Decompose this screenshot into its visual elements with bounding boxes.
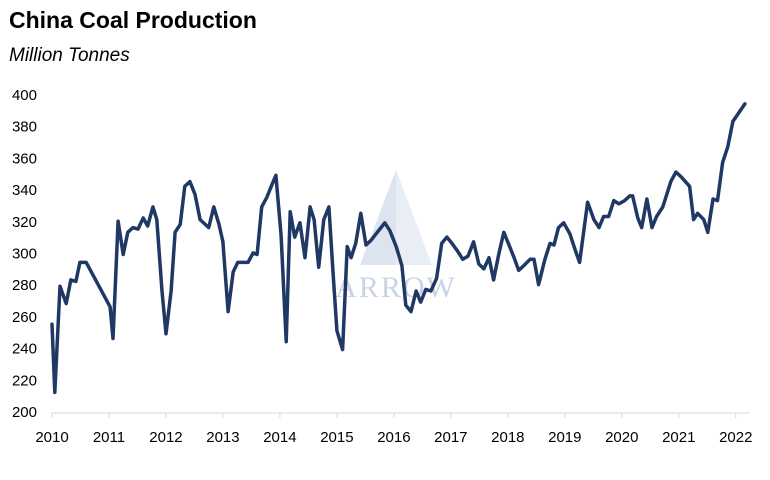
x-tick-label: 2018 <box>491 429 524 446</box>
x-tick-label: 2013 <box>206 429 239 446</box>
x-tick-label: 2014 <box>263 429 296 446</box>
x-tick-label: 2010 <box>35 429 68 446</box>
y-tick-label: 240 <box>12 341 37 358</box>
y-tick-label: 360 <box>12 150 37 167</box>
x-tick-label: 2020 <box>605 429 638 446</box>
x-tick-label: 2017 <box>434 429 467 446</box>
y-tick-label: 340 <box>12 182 37 199</box>
watermark: ARROW <box>335 271 457 304</box>
data-line <box>50 102 747 395</box>
y-tick-label: 200 <box>12 404 37 421</box>
x-tick-label: 2012 <box>149 429 182 446</box>
x-tick-label: 2019 <box>548 429 581 446</box>
y-tick-label: 320 <box>12 214 37 231</box>
y-tick-label: 380 <box>12 119 37 136</box>
x-tick-label: 2015 <box>320 429 353 446</box>
x-tick-label: 2022 <box>719 429 752 446</box>
y-tick-label: 280 <box>12 277 37 294</box>
y-tick-label: 260 <box>12 309 37 326</box>
y-tick-label: 220 <box>12 372 37 389</box>
chart-subtitle: Million Tonnes <box>9 45 130 66</box>
watermark-logo <box>360 170 432 265</box>
x-tick-label: 2016 <box>377 429 410 446</box>
y-tick-label: 400 <box>12 87 37 104</box>
x-tick-label: 2011 <box>93 429 125 446</box>
y-tick-label: 300 <box>12 245 37 262</box>
chart-title: China Coal Production <box>9 7 257 33</box>
x-tick-label: 2021 <box>662 429 695 446</box>
